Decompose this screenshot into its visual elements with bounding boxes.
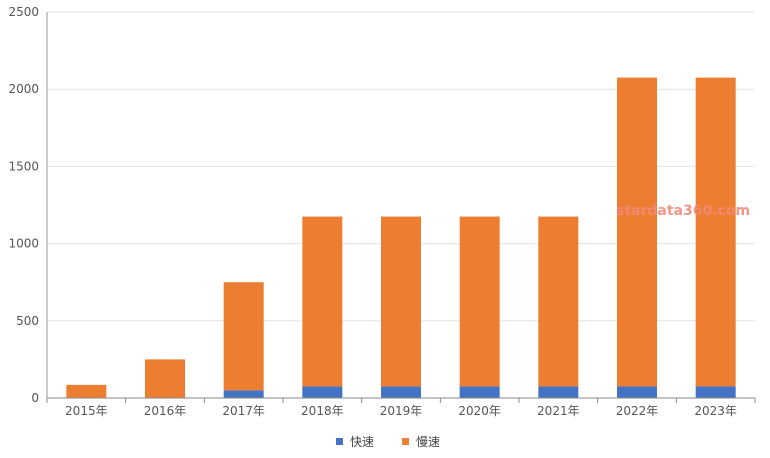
bar-fast-5 bbox=[459, 386, 500, 398]
y-tick-label: 0 bbox=[31, 391, 39, 405]
x-tick-label: 2022年 bbox=[616, 404, 659, 418]
legend-swatch-1 bbox=[402, 438, 409, 445]
bar-fast-8 bbox=[695, 386, 736, 398]
bar-slow-1 bbox=[145, 359, 185, 398]
x-axis-ticks: 2015年 2016年 2017年 2018年 2019年 2020年 2021年 2022年… bbox=[46, 398, 756, 418]
legend: 快速 慢速 bbox=[336, 435, 440, 449]
legend-swatch-0 bbox=[336, 438, 343, 445]
bar-fast-4 bbox=[381, 386, 421, 398]
bar-slow-5 bbox=[459, 216, 500, 387]
bar-slow-7 bbox=[617, 77, 657, 387]
y-tick-label: 2000 bbox=[8, 82, 39, 96]
x-tick-label: 2016年 bbox=[144, 404, 187, 418]
bar-fast-3 bbox=[302, 386, 343, 398]
bar-slow-8 bbox=[695, 77, 736, 387]
bars bbox=[66, 77, 736, 398]
y-axis-ticks: 0 500 1000 1500 2000 2500 bbox=[8, 5, 39, 405]
x-tick-label: 2015年 bbox=[65, 404, 108, 418]
bar-slow-3 bbox=[302, 216, 343, 387]
watermark: stardata360.com bbox=[616, 203, 750, 219]
x-tick-label: 2019年 bbox=[380, 404, 423, 418]
x-tick-label: 2017年 bbox=[222, 404, 265, 418]
bar-slow-4 bbox=[381, 216, 421, 387]
bar-fast-6 bbox=[538, 386, 579, 398]
bar-slow-0 bbox=[66, 384, 107, 398]
y-tick-label: 1500 bbox=[8, 159, 39, 173]
y-tick-label: 2500 bbox=[8, 5, 39, 19]
x-tick-label: 2020年 bbox=[458, 404, 501, 418]
bar-slow-6 bbox=[538, 216, 579, 387]
bar-fast-7 bbox=[617, 386, 657, 398]
x-tick-label: 2021年 bbox=[537, 404, 580, 418]
x-tick-label: 2018年 bbox=[301, 404, 344, 418]
y-tick-label: 1000 bbox=[8, 237, 39, 251]
legend-label-0: 快速 bbox=[350, 435, 374, 449]
bar-slow-2 bbox=[223, 282, 264, 391]
bar-fast-2 bbox=[223, 390, 264, 398]
x-tick-label: 2023年 bbox=[694, 404, 737, 418]
y-tick-label: 500 bbox=[16, 314, 39, 328]
legend-label-1: 慢速 bbox=[416, 435, 440, 449]
